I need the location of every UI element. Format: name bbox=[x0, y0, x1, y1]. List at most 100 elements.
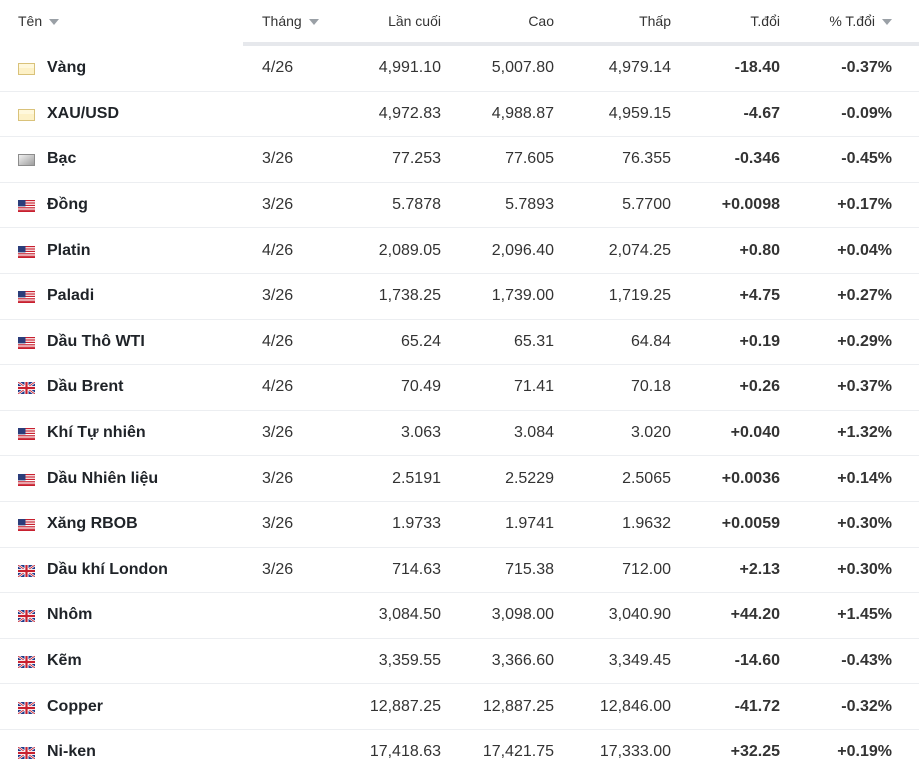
table-row[interactable]: Dầu khí London 3/26 714.63 715.38 712.00… bbox=[0, 548, 919, 594]
column-header-name[interactable]: Tên bbox=[0, 0, 243, 42]
table-row[interactable]: Dầu Thô WTI 4/26 65.24 65.31 64.84 +0.19… bbox=[0, 320, 919, 366]
table-row[interactable]: Khí Tự nhiên 3/26 3.063 3.084 3.020 +0.0… bbox=[0, 411, 919, 457]
commodity-name[interactable]: Bạc bbox=[47, 150, 77, 168]
low-price: 12,846.00 bbox=[599, 697, 671, 715]
table-row[interactable]: Ni-ken 17,418.63 17,421.75 17,333.00 +32… bbox=[0, 730, 919, 770]
commodity-name-cell[interactable]: Platin bbox=[0, 228, 243, 273]
uk-flag-icon bbox=[17, 700, 36, 715]
change-percent: -0.45% bbox=[841, 150, 892, 168]
column-header-month[interactable]: Tháng bbox=[243, 0, 338, 42]
commodity-name[interactable]: Kẽm bbox=[47, 652, 82, 670]
commodity-name-cell[interactable]: Dầu Brent bbox=[0, 365, 243, 410]
us-flag-icon bbox=[18, 245, 35, 258]
commodity-name[interactable]: Xăng RBOB bbox=[47, 515, 138, 533]
contract-month bbox=[243, 684, 338, 729]
high-price: 3.084 bbox=[513, 424, 554, 442]
table-row[interactable]: Vàng 4/26 4,991.10 5,007.80 4,979.14 -18… bbox=[0, 46, 919, 92]
column-header-last-label: Lần cuối bbox=[388, 13, 441, 29]
commodity-name[interactable]: XAU/USD bbox=[47, 104, 120, 122]
table-row[interactable]: XAU/USD 4,972.83 4,988.87 4,959.15 -4.67… bbox=[0, 92, 919, 138]
commodity-name[interactable]: Dầu Thô WTI bbox=[47, 332, 145, 350]
change-value: +4.75 bbox=[739, 287, 780, 305]
commodity-name[interactable]: Nhôm bbox=[47, 606, 93, 624]
us-flag-icon bbox=[18, 473, 35, 486]
contract-month: 3/26 bbox=[262, 469, 294, 487]
table-row[interactable]: Dầu Brent 4/26 70.49 71.41 70.18 +0.26 +… bbox=[0, 365, 919, 411]
last-price: 4,972.83 bbox=[378, 104, 441, 122]
low-price: 1,719.25 bbox=[608, 287, 671, 305]
change-percent: +0.27% bbox=[837, 287, 892, 305]
commodity-name[interactable]: Đồng bbox=[47, 196, 88, 214]
high-price: 2,096.40 bbox=[491, 241, 554, 259]
table-row[interactable]: Platin 4/26 2,089.05 2,096.40 2,074.25 +… bbox=[0, 228, 919, 274]
table-row[interactable]: Kẽm 3,359.55 3,366.60 3,349.45 -14.60 -0… bbox=[0, 639, 919, 685]
commodity-name-cell[interactable]: Đồng bbox=[0, 183, 243, 228]
commodity-name-cell[interactable]: Dầu khí London bbox=[0, 548, 243, 593]
commodity-name-cell[interactable]: Dầu Nhiên liệu bbox=[0, 456, 243, 501]
uk-flag-icon bbox=[17, 563, 36, 578]
column-header-last[interactable]: Lần cuối bbox=[338, 0, 441, 42]
sort-down-icon[interactable] bbox=[308, 18, 319, 25]
commodity-name-cell[interactable]: Ni-ken bbox=[0, 730, 243, 770]
column-header-change-pct[interactable]: % T.đổi bbox=[780, 0, 892, 42]
uk-flag-icon bbox=[17, 746, 36, 761]
change-percent: -0.43% bbox=[841, 652, 892, 670]
high-price: 5,007.80 bbox=[491, 59, 554, 77]
low-price: 3.020 bbox=[630, 424, 671, 442]
change-percent: +0.17% bbox=[837, 196, 892, 214]
commodity-name[interactable]: Dầu Nhiên liệu bbox=[47, 469, 159, 487]
commodity-name[interactable]: Dầu khí London bbox=[47, 560, 168, 578]
commodity-name-cell[interactable]: Copper bbox=[0, 684, 243, 729]
change-percent: +0.30% bbox=[837, 515, 892, 533]
commodity-name-cell[interactable]: Dầu Thô WTI bbox=[0, 320, 243, 365]
last-price: 77.253 bbox=[392, 150, 441, 168]
table-row[interactable]: Xăng RBOB 3/26 1.9733 1.9741 1.9632 +0.0… bbox=[0, 502, 919, 548]
commodity-name-cell[interactable]: XAU/USD bbox=[0, 92, 243, 137]
high-price: 1.9741 bbox=[505, 515, 554, 533]
table-row[interactable]: Đồng 3/26 5.7878 5.7893 5.7700 +0.0098 +… bbox=[0, 183, 919, 229]
column-header-change-pct-label: % T.đổi bbox=[829, 13, 875, 29]
table-row[interactable]: Nhôm 3,084.50 3,098.00 3,040.90 +44.20 +… bbox=[0, 593, 919, 639]
commodity-name-cell[interactable]: Paladi bbox=[0, 274, 243, 319]
change-value: -14.60 bbox=[734, 652, 780, 670]
commodity-name[interactable]: Ni-ken bbox=[47, 743, 96, 761]
column-header-high[interactable]: Cao bbox=[441, 0, 554, 42]
us-flag-icon bbox=[18, 427, 35, 441]
commodity-name[interactable]: Platin bbox=[47, 241, 91, 259]
commodity-name[interactable]: Vàng bbox=[47, 59, 87, 77]
contract-month: 3/26 bbox=[262, 560, 294, 578]
commodity-name-cell[interactable]: Xăng RBOB bbox=[0, 502, 243, 547]
commodity-name-cell[interactable]: Vàng bbox=[0, 46, 243, 91]
high-price: 3,098.00 bbox=[491, 606, 554, 624]
change-percent: +1.32% bbox=[837, 424, 892, 442]
last-price: 5.7878 bbox=[392, 196, 441, 214]
sort-down-icon[interactable] bbox=[882, 18, 892, 25]
change-value: +0.040 bbox=[730, 424, 780, 442]
table-row[interactable]: Paladi 3/26 1,738.25 1,739.00 1,719.25 +… bbox=[0, 274, 919, 320]
change-value: +0.0059 bbox=[721, 515, 780, 533]
commodity-name[interactable]: Khí Tự nhiên bbox=[47, 424, 146, 442]
commodity-name[interactable]: Copper bbox=[47, 697, 103, 715]
commodity-name-cell[interactable]: Bạc bbox=[0, 137, 243, 182]
last-price: 2.5191 bbox=[392, 469, 441, 487]
contract-month: 3/26 bbox=[262, 424, 294, 442]
change-value: -18.40 bbox=[734, 59, 780, 77]
commodity-name-cell[interactable]: Khí Tự nhiên bbox=[0, 411, 243, 456]
column-header-low[interactable]: Thấp bbox=[554, 0, 671, 42]
contract-month: 3/26 bbox=[262, 287, 294, 305]
contract-month: 4/26 bbox=[262, 378, 294, 396]
commodity-name[interactable]: Paladi bbox=[47, 287, 95, 305]
gold-flag-icon bbox=[18, 62, 35, 76]
table-row[interactable]: Dầu Nhiên liệu 3/26 2.5191 2.5229 2.5065… bbox=[0, 456, 919, 502]
sort-down-icon[interactable] bbox=[49, 18, 60, 25]
commodity-name-cell[interactable]: Nhôm bbox=[0, 593, 243, 638]
table-row[interactable]: Bạc 3/26 77.253 77.605 76.355 -0.346 -0.… bbox=[0, 137, 919, 183]
table-row[interactable]: Copper 12,887.25 12,887.25 12,846.00 -41… bbox=[0, 684, 919, 730]
commodity-name[interactable]: Dầu Brent bbox=[47, 378, 124, 396]
high-price: 3,366.60 bbox=[491, 652, 554, 670]
low-price: 712.00 bbox=[622, 560, 671, 578]
commodity-name-cell[interactable]: Kẽm bbox=[0, 639, 243, 684]
column-header-name-label: Tên bbox=[18, 13, 43, 29]
change-percent: +0.37% bbox=[837, 378, 892, 396]
column-header-change[interactable]: T.đổi bbox=[671, 0, 780, 42]
